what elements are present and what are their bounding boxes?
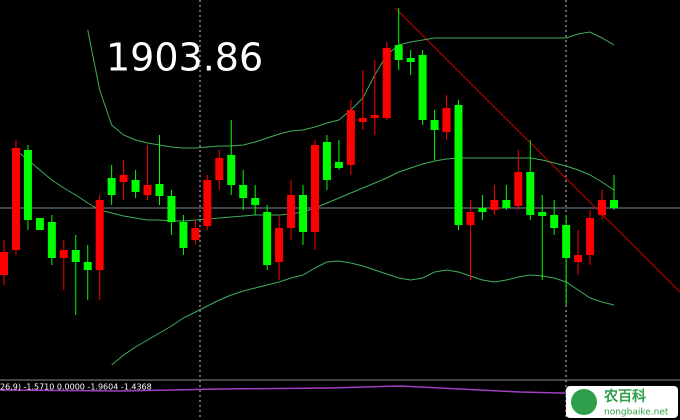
candle-body — [310, 145, 319, 232]
candle-body — [83, 262, 92, 270]
indicator-label: 26,9) -1.5710 0.0000 -1.9604 -1.4368 — [0, 383, 152, 392]
candle-body — [11, 148, 20, 250]
candle-body — [299, 195, 308, 232]
candle-body — [550, 215, 559, 228]
candle-body — [203, 180, 212, 226]
candle-body — [598, 200, 607, 215]
candle-body — [251, 198, 260, 205]
candle-body — [334, 162, 343, 168]
candle-body — [155, 184, 164, 196]
plot — [0, 8, 618, 366]
candle-body — [227, 155, 236, 185]
candle-body — [514, 172, 523, 206]
candle-body — [71, 250, 80, 262]
candle-body — [35, 218, 44, 230]
watermark-url: nongbaike.net — [604, 408, 669, 418]
candle-body — [275, 228, 284, 262]
candle-body — [562, 225, 571, 258]
candle-body — [263, 212, 272, 265]
candle-body — [167, 196, 176, 222]
candle-body — [382, 48, 391, 118]
band-line — [111, 260, 615, 366]
candle-body — [107, 178, 116, 195]
candle-body — [610, 200, 618, 208]
candle-body — [394, 45, 403, 60]
candle-body — [239, 185, 248, 198]
candle-body — [586, 218, 595, 255]
candle-body — [442, 108, 451, 132]
candle-body — [119, 175, 128, 182]
price-annotation: 1903.86 — [106, 36, 263, 80]
candle-body — [370, 115, 379, 118]
candle-body — [191, 228, 200, 240]
candle-body — [478, 208, 487, 212]
candle-body — [526, 172, 535, 215]
candle-body — [23, 150, 32, 220]
candle-body — [418, 55, 427, 120]
candle-body — [346, 110, 355, 165]
candle-body — [59, 250, 68, 258]
candle-body — [574, 255, 583, 262]
candle-body — [358, 118, 367, 122]
watermark-name: 农百科 — [603, 388, 646, 405]
trend-line — [394, 7, 680, 293]
candle-body — [430, 120, 439, 130]
candle-body — [287, 195, 296, 228]
candle-body — [406, 58, 415, 62]
candle-body — [454, 105, 463, 225]
candle-body — [47, 222, 56, 258]
candle-body — [466, 212, 475, 225]
candle-body — [322, 142, 331, 180]
candle-body — [0, 252, 8, 275]
candle-body — [131, 180, 140, 192]
candle-body — [179, 222, 188, 248]
candle-body — [143, 185, 152, 195]
indicator-line — [0, 385, 601, 395]
candle-body — [502, 200, 511, 208]
candle-body — [490, 200, 499, 210]
candle-body — [95, 200, 104, 270]
candle-body — [538, 212, 547, 216]
candle-body — [215, 158, 224, 180]
watermark-logo — [571, 389, 597, 415]
